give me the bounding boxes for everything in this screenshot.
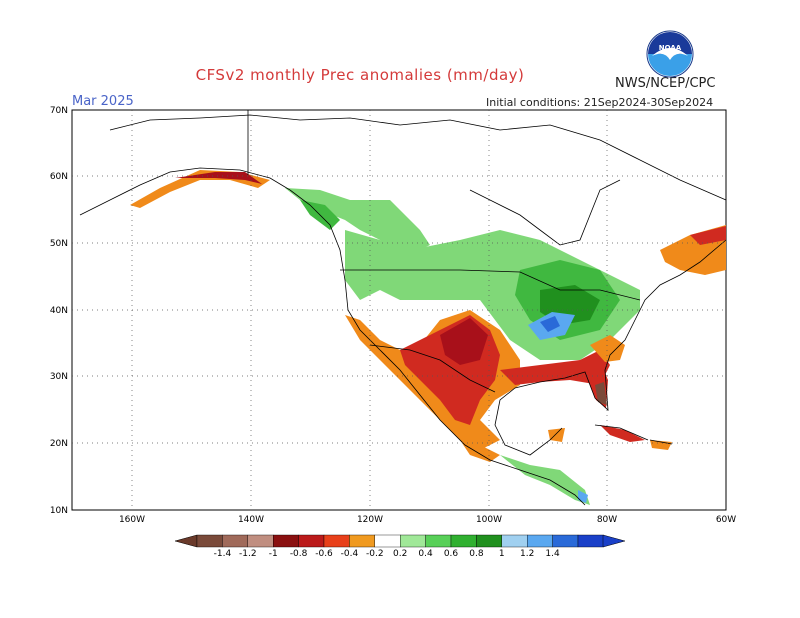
map-outlines (79, 110, 727, 506)
legend-arrow-left (174, 534, 198, 548)
legend-cell (222, 534, 248, 548)
legend-arrow-right (602, 534, 626, 548)
anomaly-brown-florida (595, 382, 607, 405)
legend-cell (425, 534, 452, 548)
forecast-month: Mar 2025 (72, 94, 134, 109)
legend-cell (577, 534, 604, 548)
anomaly-dry-southeast (590, 335, 625, 362)
anomaly-shading (130, 170, 726, 505)
graticule (72, 110, 726, 510)
legend-tick-label: -0.4 (341, 549, 359, 559)
noaa-logo-icon: NOAA (646, 30, 694, 78)
lat-label: 70N (50, 106, 68, 116)
lon-label: 80W (597, 515, 617, 525)
coastline-east (494, 239, 727, 456)
legend-tick-label: -0.2 (366, 549, 384, 559)
anomaly-wet-central-america (500, 455, 590, 505)
anomaly-dry-alaska (130, 170, 270, 208)
lat-label: 20N (50, 439, 68, 449)
legend-tick-label: 1.4 (545, 549, 560, 559)
coastline-arctic (109, 114, 727, 201)
svg-text:NOAA: NOAA (659, 44, 682, 52)
lat-label: 50N (50, 239, 68, 249)
coastline-alaska (79, 167, 291, 216)
legend-cell (349, 534, 375, 548)
legend-colorbar: -1.4 -1.2 -1 -0.8 -0.6 -0.4 -0.2 0.2 0.4 0.6 0.8 1 1… (174, 534, 626, 559)
lon-labels: 160W 140W 120W 100W 80W 60W (119, 515, 736, 525)
anomaly-dark-blue-core (540, 316, 560, 332)
lon-label: 160W (119, 515, 145, 525)
lat-label: 40N (50, 306, 68, 316)
anomaly-strong-dry-alaska (175, 172, 262, 184)
legend-tick-label: 0.2 (393, 549, 407, 559)
lat-label: 30N (50, 372, 68, 382)
legend-tick-label: -0.8 (290, 549, 308, 559)
legend-cell (450, 534, 477, 548)
border-us-canada (340, 269, 641, 301)
legend-cell (298, 534, 325, 548)
legend-tick-label: -0.6 (315, 549, 333, 559)
anomaly-dry-hispaniola (650, 440, 672, 450)
legend-cell (374, 534, 401, 548)
lat-label: 60N (50, 172, 68, 182)
legend-cell (552, 534, 579, 548)
legend-cell (273, 534, 299, 548)
legend-cell (323, 534, 350, 548)
legend-tick-label: -1 (269, 549, 278, 559)
coastline-west (289, 189, 586, 506)
legend-tick-label: 0.4 (418, 549, 433, 559)
anomaly-strong-dry-texas (440, 318, 488, 365)
lon-label: 140W (238, 515, 264, 525)
legend-cell (501, 534, 528, 548)
legend-tick-label: 0.8 (469, 549, 484, 559)
lon-label: 100W (476, 515, 502, 525)
initial-conditions: Initial conditions: 21Sep2024-30Sep2024 (486, 96, 714, 109)
legend-cell (527, 534, 553, 548)
legend-tick-label: 1 (499, 549, 505, 559)
legend-tick-label: -1.2 (239, 549, 257, 559)
legend-cell (196, 534, 223, 548)
map-title: CFSv2 monthly Prec anomalies (mm/day) (195, 66, 525, 84)
coastline-hispaniola (649, 439, 673, 445)
lat-labels: 70N 60N 50N 40N 30N 20N 10N (50, 106, 68, 516)
anomaly-dry-yucatan (548, 428, 565, 442)
legend-tick-label: -1.4 (214, 549, 232, 559)
lon-label: 60W (716, 515, 736, 525)
lon-label: 120W (357, 515, 383, 525)
coastline-cuba (594, 424, 649, 441)
lat-label: 10N (50, 506, 68, 516)
legend-cell (476, 534, 502, 548)
agency-label: NWS/NCEP/CPC (615, 76, 716, 91)
legend-tick-label: 1.2 (520, 549, 534, 559)
coastline-hudson-bay (469, 179, 621, 246)
legend-cell (400, 534, 426, 548)
anomaly-dry-cuba (600, 425, 645, 442)
anomaly-strong-dry-maritimes (690, 226, 726, 245)
anomaly-blue-panama (578, 490, 588, 503)
legend-tick-label: 0.6 (444, 549, 459, 559)
border-us-mexico (369, 344, 496, 393)
legend-cell (247, 534, 274, 548)
anomaly-dry-mexico (460, 440, 500, 462)
